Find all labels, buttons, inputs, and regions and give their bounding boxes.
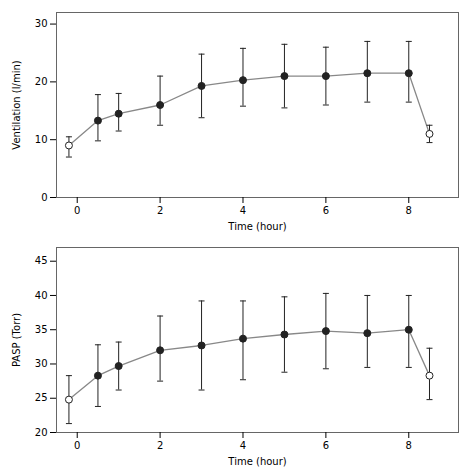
- svg-text:30: 30: [35, 18, 48, 29]
- svg-text:6: 6: [323, 205, 329, 216]
- svg-text:8: 8: [406, 440, 412, 451]
- svg-text:35: 35: [35, 324, 48, 335]
- svg-text:4: 4: [240, 440, 246, 451]
- svg-text:Ventilation (l/min): Ventilation (l/min): [11, 60, 22, 149]
- svg-text:45: 45: [35, 255, 48, 266]
- svg-text:Time (hour): Time (hour): [227, 221, 286, 232]
- svg-text:10: 10: [35, 134, 48, 145]
- svg-text:6: 6: [323, 440, 329, 451]
- svg-text:0: 0: [41, 192, 47, 203]
- svg-text:20: 20: [35, 76, 48, 87]
- svg-text:2: 2: [157, 440, 163, 451]
- svg-text:40: 40: [35, 290, 48, 301]
- svg-text:0: 0: [74, 440, 80, 451]
- svg-text:30: 30: [35, 358, 48, 369]
- svg-text:4: 4: [240, 205, 246, 216]
- svg-text:20: 20: [35, 427, 48, 438]
- svg-text:0: 0: [74, 205, 80, 216]
- svg-text:2: 2: [157, 205, 163, 216]
- svg-text:PASP (Torr): PASP (Torr): [11, 313, 22, 367]
- svg-text:Time (hour): Time (hour): [227, 456, 286, 467]
- svg-text:8: 8: [406, 205, 412, 216]
- svg-text:25: 25: [35, 392, 48, 403]
